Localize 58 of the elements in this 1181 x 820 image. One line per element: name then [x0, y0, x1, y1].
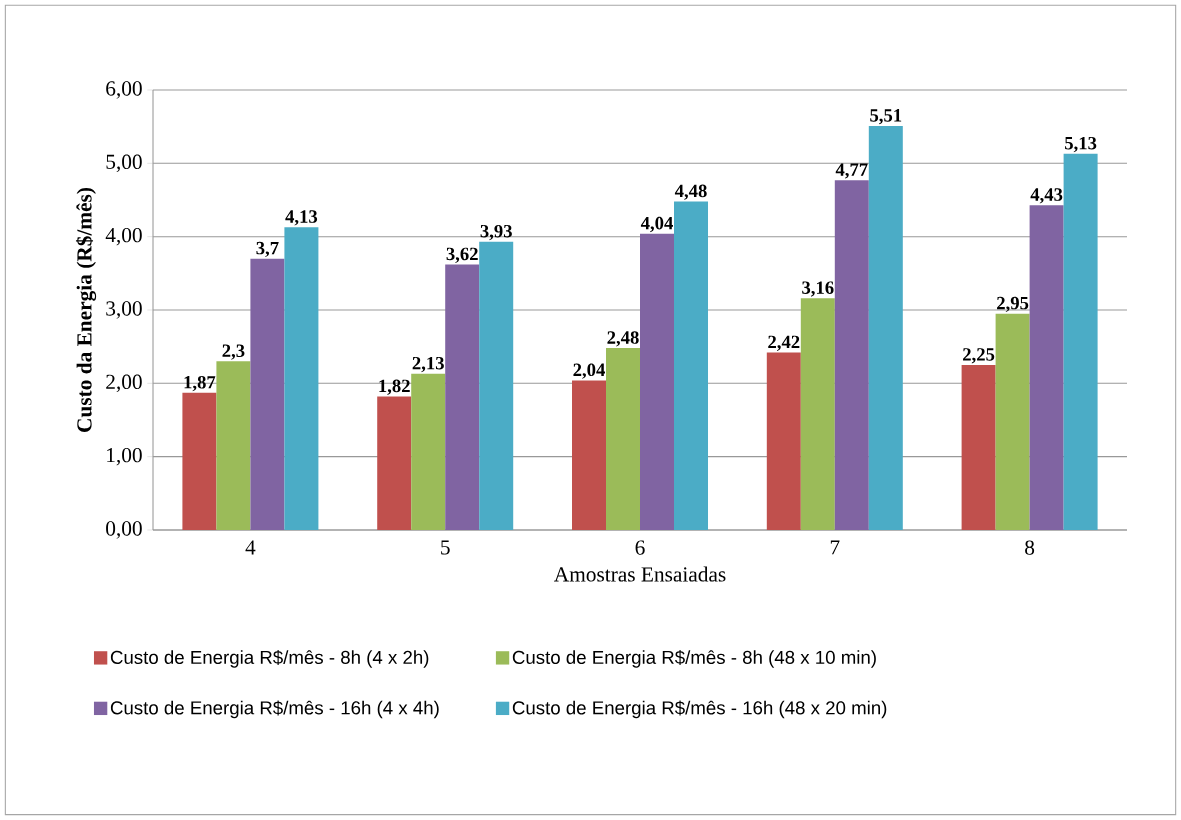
bar [640, 233, 675, 530]
bar [284, 227, 319, 530]
data-label: 2,04 [573, 363, 605, 379]
y-tick-label: 1,00 [107, 447, 142, 466]
bar [961, 364, 996, 530]
data-label: 2,95 [997, 296, 1029, 313]
data-label: 3,62 [446, 247, 478, 263]
y-tick-label: 2,00 [106, 374, 142, 393]
bar [766, 352, 801, 530]
data-label: 2,13 [412, 356, 444, 373]
data-label: 4,77 [835, 163, 868, 179]
y-axis-title: Custo da Energia (R$/mês) [75, 187, 97, 432]
bar [182, 392, 217, 530]
legend-label: Custo de Energia R$/mês - 8h (48 x 10 min) [512, 649, 876, 668]
y-tick-label: 0,00 [106, 521, 142, 539]
bar [479, 241, 514, 530]
data-label: 3,7 [256, 241, 279, 258]
bar [377, 396, 412, 530]
data-label: 5,13 [1065, 136, 1097, 153]
bar [250, 258, 285, 530]
y-tick-label: 5,00 [106, 154, 142, 173]
data-label: 4,04 [640, 216, 673, 233]
bar [1063, 153, 1098, 530]
bar [674, 201, 709, 530]
data-label: 2,48 [607, 331, 639, 347]
x-tick-label: 5 [441, 540, 450, 555]
y-tick-label: 6,00 [106, 81, 142, 99]
bar [411, 373, 446, 530]
x-tick-label: 7 [830, 540, 840, 555]
data-label: 5,51 [870, 109, 902, 125]
data-label: 2,3 [222, 344, 245, 360]
legend-label: Custo de Energia R$/mês - 16h (4 x 4h) [110, 700, 439, 719]
data-label: 4,48 [674, 184, 707, 200]
legend-label: Custo de Energia R$/mês - 8h (4 x 2h) [110, 649, 429, 668]
bar [1029, 205, 1064, 530]
data-label: 4,13 [285, 210, 318, 226]
data-label: 4,43 [1030, 188, 1063, 204]
x-tick-label: 6 [635, 540, 645, 555]
x-tick-label: 8 [1025, 540, 1035, 555]
data-label: 3,16 [802, 281, 834, 297]
bar [445, 264, 480, 530]
bar [995, 313, 1030, 530]
x-tick-label: 4 [245, 540, 256, 555]
data-label: 2,25 [963, 348, 995, 364]
data-label: 3,93 [480, 224, 512, 241]
bar [606, 348, 641, 530]
bar [572, 380, 607, 530]
bar [834, 180, 869, 530]
data-label: 1,82 [379, 379, 410, 395]
bar [800, 298, 835, 530]
data-label: 1,87 [184, 375, 216, 392]
x-axis-title: Amostras Ensaiadas [554, 566, 726, 582]
bar [216, 361, 251, 530]
bar [868, 125, 903, 530]
y-tick-label: 4,00 [105, 227, 142, 246]
y-tick-label: 3,00 [106, 301, 142, 319]
data-label: 2,42 [768, 335, 800, 351]
legend-label: Custo de Energia R$/mês - 16h (48 x 20 min) [512, 700, 887, 719]
